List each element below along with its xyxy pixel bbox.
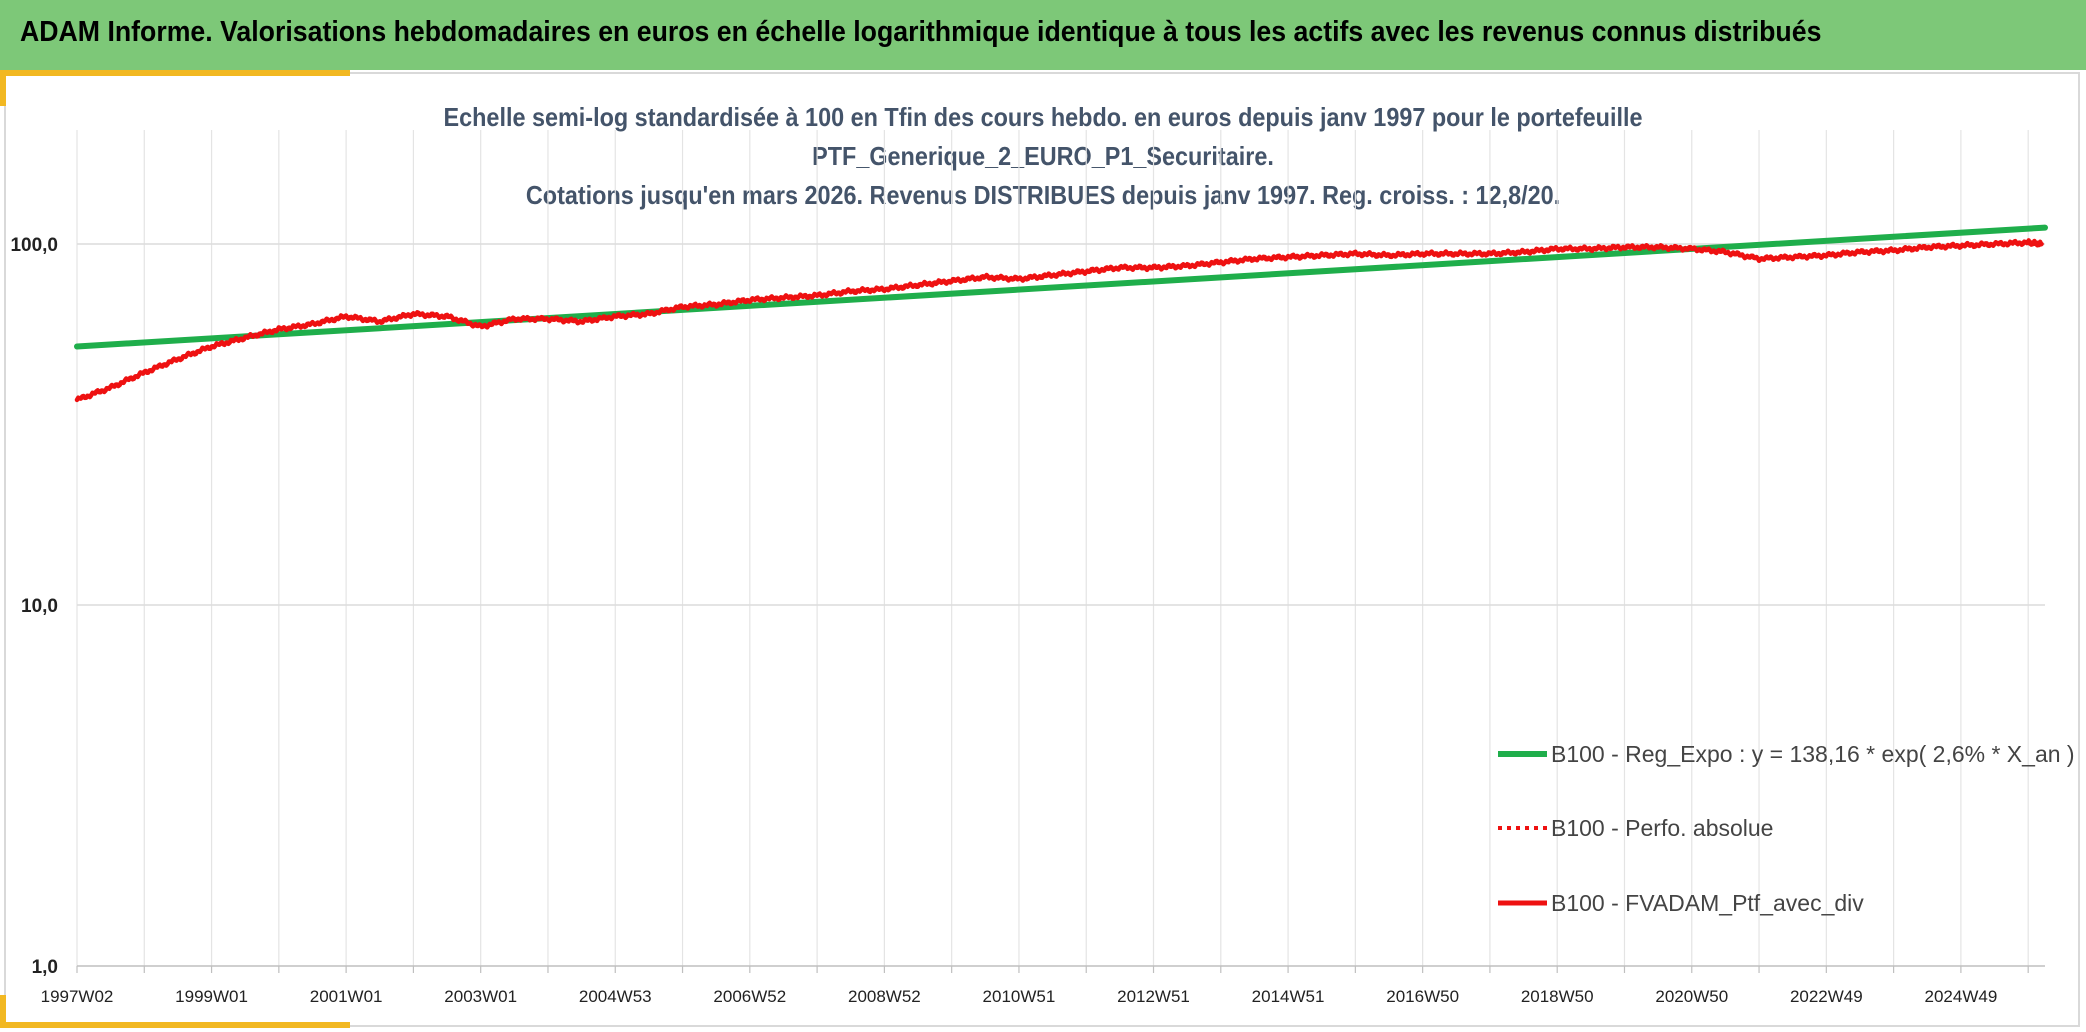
chart-title: Echelle semi-log standardisée à 100 en T…: [0, 98, 2086, 215]
x-tick-label: 2006W52: [713, 987, 786, 1006]
page-header: ADAM Informe. Valorisations hebdomadaire…: [0, 0, 2086, 70]
chart-frame: [4, 72, 2080, 1027]
legend-label-2: B100 - FVADAM_Ptf_avec_div: [1551, 890, 1864, 916]
accent-bar-bottom: [0, 1022, 350, 1028]
x-tick-label: 2003W01: [444, 987, 517, 1006]
x-tick-label: 2012W51: [1117, 987, 1190, 1006]
x-tick-label: 2001W01: [310, 987, 383, 1006]
chart-title-line-1: Echelle semi-log standardisée à 100 en T…: [443, 102, 1643, 132]
chart-title-line-2: PTF_Generique_2_EURO_P1_Securitaire.: [812, 141, 1274, 171]
x-tick-label: 2004W53: [579, 987, 652, 1006]
x-tick-label: 2014W51: [1252, 987, 1325, 1006]
chart-title-line-3: Cotations jusqu'en mars 2026. Revenus DI…: [525, 180, 1561, 210]
accent-bar-top: [0, 70, 350, 76]
x-tick-label: 2010W51: [983, 987, 1056, 1006]
x-tick-label: 2016W50: [1386, 987, 1459, 1006]
x-tick-label: 1999W01: [175, 987, 248, 1006]
x-tick-label: 2008W52: [848, 987, 921, 1006]
series-layer: [74, 224, 2048, 403]
accent-bar-bottom-left: [0, 995, 6, 1028]
series-line-0: [74, 224, 2048, 350]
x-tick-label: 2024W49: [1925, 987, 1998, 1006]
x-tick-label: 2020W50: [1655, 987, 1728, 1006]
x-tick-label: 2022W49: [1790, 987, 1863, 1006]
y-tick-label: 100,0: [10, 235, 58, 256]
y-tick-label: 10,0: [21, 596, 58, 617]
legend-label-1: B100 - Perfo. absolue: [1551, 815, 1773, 841]
y-tick-label: 1,0: [32, 957, 58, 978]
accent-bar-top-left: [0, 70, 6, 106]
legend: B100 - Reg_Expo : y = 138,16 * exp( 2,6%…: [1498, 741, 2075, 916]
legend-label-0: B100 - Reg_Expo : y = 138,16 * exp( 2,6%…: [1551, 741, 2075, 767]
x-tick-label: 2018W50: [1521, 987, 1594, 1006]
x-axis-labels: 1997W02 1999W01 2001W01 2003W01 2004W53 2006W…: [41, 987, 1998, 1006]
grid-lines: [76, 130, 2045, 973]
x-tick-label: 1997W02: [41, 987, 114, 1006]
page-title: ADAM Informe. Valorisations hebdomadaire…: [20, 16, 1822, 48]
series-line-2: [74, 238, 2044, 403]
y-axis-labels: 1,0 10,0 100,0: [10, 235, 58, 978]
